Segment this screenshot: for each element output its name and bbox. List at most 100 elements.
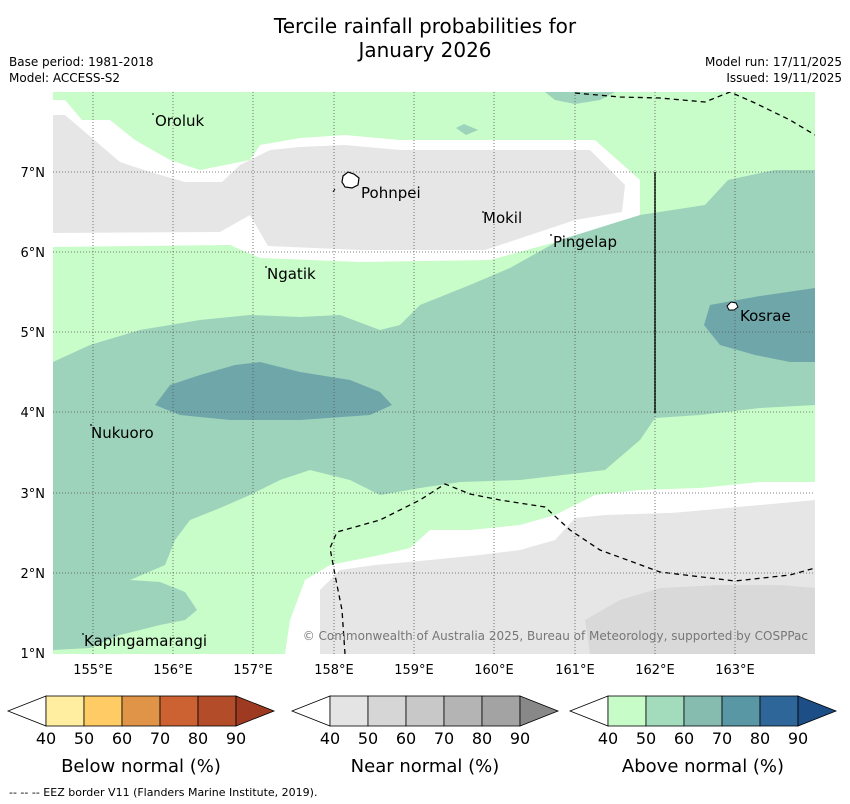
ngatik-dot — [265, 266, 267, 268]
kosrae-island-shape — [726, 301, 739, 311]
place-mokil: Mokil — [483, 209, 522, 227]
legend-swatch — [607, 695, 647, 727]
legend-tick: 60 — [674, 729, 694, 748]
lon-label: 162°E — [635, 663, 675, 678]
place-kosrae: Kosrae — [740, 307, 791, 325]
issued-date: Issued: 19/11/2025 — [726, 71, 842, 85]
lon-label: 163°E — [715, 663, 755, 678]
legend-swatch — [45, 695, 85, 727]
legend-tick: 90 — [788, 729, 808, 748]
legend-max-arrow — [797, 695, 838, 727]
pingelap-dot — [550, 234, 552, 236]
title-line-1: Tercile rainfall probabilities for — [273, 14, 577, 38]
legend-swatch — [83, 695, 123, 727]
place-pingelap: Pingelap — [553, 233, 617, 251]
legend-swatch — [481, 695, 521, 727]
legend-swatch — [329, 695, 369, 727]
legend-min-arrow — [568, 695, 609, 727]
legend-tick: 80 — [188, 729, 208, 748]
legend-title: Near normal (%) — [351, 756, 500, 777]
legend-tick: 40 — [36, 729, 56, 748]
lon-label: 157°E — [233, 663, 273, 678]
legend-tick: 80 — [472, 729, 492, 748]
legend-swatch — [443, 695, 483, 727]
legend-max-arrow — [519, 695, 560, 727]
legend-tick: 60 — [112, 729, 132, 748]
longitude-axis: 155°E 156°E 157°E 158°E 159°E 160°E 161°… — [73, 663, 755, 678]
legend-tick: 60 — [396, 729, 416, 748]
legend-swatch — [721, 695, 761, 727]
legend-title: Above normal (%) — [622, 756, 784, 777]
near-normal-north-zone — [53, 115, 625, 250]
legend-swatch — [121, 695, 161, 727]
legend-tick: 50 — [358, 729, 378, 748]
lon-label: 159°E — [394, 663, 434, 678]
lon-label: 160°E — [474, 663, 514, 678]
legend-tick: 50 — [74, 729, 94, 748]
legend-near-normal: 40 50 60 70 80 90 Near normal (%) — [290, 695, 560, 777]
legend-tick: 40 — [598, 729, 618, 748]
legend-tick: 90 — [226, 729, 246, 748]
place-nukuoro: Nukuoro — [91, 424, 154, 442]
legend-swatch — [759, 695, 799, 727]
model-run: Model run: 17/11/2025 — [704, 55, 842, 69]
legend-swatch — [405, 695, 445, 727]
legend-swatch — [197, 695, 237, 727]
lat-label: 6°N — [21, 246, 46, 261]
chart-title: Tercile rainfall probabilities for Janua… — [0, 14, 850, 62]
legend-tick: 50 — [636, 729, 656, 748]
legend-below-normal: 40 50 60 70 80 90 Below normal (%) — [6, 695, 276, 777]
place-oroluk: Oroluk — [155, 112, 204, 130]
base-period: Base period: 1981-2018 — [9, 55, 154, 69]
legend-tick: 90 — [510, 729, 530, 748]
ant-atoll-mark — [332, 188, 336, 193]
eez-footnote: -- -- -- EEZ border V11 (Flanders Marine… — [9, 786, 318, 799]
mokil-dot — [482, 211, 484, 213]
nukuoro-dot — [90, 424, 92, 426]
copyright-text: © Commonwealth of Australia 2025, Bureau… — [303, 629, 808, 643]
lat-label: 5°N — [21, 326, 46, 341]
pohnpei-island-shape — [341, 171, 360, 189]
lat-label: 3°N — [21, 487, 46, 502]
legend-swatch — [367, 695, 407, 727]
oroluk-dot — [152, 113, 154, 115]
lon-label: 156°E — [153, 663, 193, 678]
legend-tick: 40 — [320, 729, 340, 748]
place-pohnpei: Pohnpei — [361, 184, 421, 202]
legend-tick: 80 — [750, 729, 770, 748]
near-normal-50-60-zone — [585, 585, 815, 654]
legend-min-arrow — [290, 695, 331, 727]
title-line-2: January 2026 — [358, 38, 492, 62]
legend-max-arrow — [235, 695, 276, 727]
map: Oroluk Pohnpei Mokil Pingelap Ngatik Kos… — [21, 92, 815, 678]
gridlines — [53, 92, 815, 654]
eez-border-north — [574, 92, 815, 136]
model-name: Model: ACCESS-S2 — [9, 71, 121, 85]
place-kapingamarangi: Kapingamarangi — [84, 632, 207, 650]
lat-label: 4°N — [21, 406, 46, 421]
lon-label: 155°E — [73, 663, 113, 678]
kapingamarangi-dot — [82, 633, 84, 635]
legend-tick: 70 — [434, 729, 454, 748]
eez-border-south — [329, 483, 815, 654]
above-normal-patch-small — [456, 124, 478, 135]
above-normal-50-60-zone — [53, 170, 815, 650]
lat-label: 7°N — [21, 166, 46, 181]
legend-swatch — [159, 695, 199, 727]
legend-min-arrow — [6, 695, 47, 727]
latitude-axis: 7°N 6°N 5°N 4°N 3°N 2°N 1°N — [21, 166, 46, 662]
legend-area: 40 50 60 70 80 90 Below normal (%) 40 50 60 70 80 9… — [6, 695, 838, 777]
meta-left: Base period: 1981-2018 Model: ACCESS-S2 — [9, 54, 154, 86]
place-ngatik: Ngatik — [267, 265, 316, 283]
above-normal-60-70-west — [155, 362, 392, 420]
lon-label: 158°E — [314, 663, 354, 678]
lon-label: 161°E — [555, 663, 595, 678]
legend-tick: 70 — [150, 729, 170, 748]
legend-tick: 70 — [712, 729, 732, 748]
lat-label: 1°N — [21, 647, 46, 662]
meta-right: Model run: 17/11/2025 Issued: 19/11/2025 — [705, 54, 842, 86]
legend-swatch — [645, 695, 685, 727]
legend-swatch — [683, 695, 723, 727]
legend-title: Below normal (%) — [61, 756, 221, 777]
